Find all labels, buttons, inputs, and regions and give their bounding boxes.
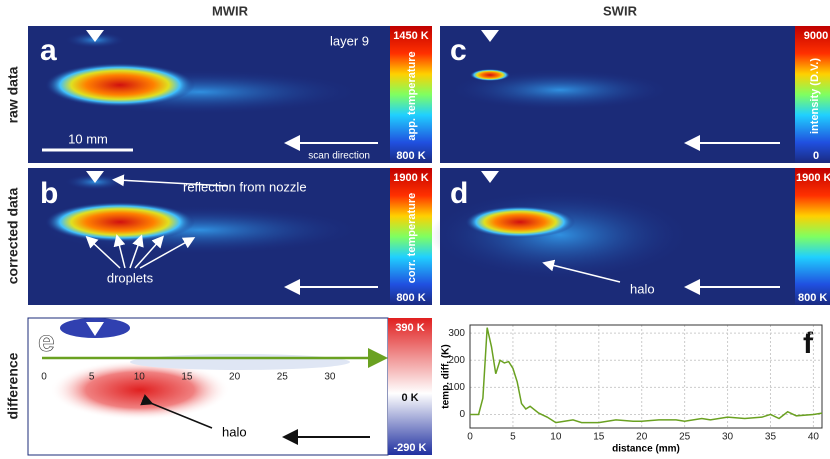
colorbar-title: intensity (D.V.) [809,58,821,134]
row-label: raw data [5,66,21,123]
x-tick-label: 20 [636,432,648,443]
colorbar-label: 1900 K [796,172,830,184]
colorbar-label: 800 K [798,292,827,304]
axis-tick-label: 20 [229,372,241,383]
panel-letter: b [40,177,58,210]
panel-letter: e [38,325,55,358]
x-tick-label: 0 [467,432,473,443]
axis-tick-label: 0 [41,372,47,383]
annotation: reflection from nozzle [183,179,307,194]
colorbar-label: -290 K [393,442,426,454]
y-tick-label: 200 [448,355,465,366]
row-label: corrected data [5,188,21,285]
y-tick-label: 300 [448,328,465,339]
x-tick-label: 15 [593,432,605,443]
axis-tick-label: 15 [181,372,193,383]
panel-d: d halo 1900 K 800 K [430,168,830,305]
x-axis-label: distance (mm) [612,444,680,455]
colorbar-label: 0 K [401,392,418,404]
panel-letter: a [40,34,57,67]
column-title: SWIR [603,3,638,18]
colorbar-label: 9000 [804,30,828,42]
annotation: scan direction [308,151,370,162]
axis-tick-label: 30 [324,372,336,383]
panel-a: a layer 9 10 mm scan direction 1450 K 80… [28,26,432,163]
data-line [470,327,823,424]
x-tick-label: 35 [765,432,777,443]
colorbar-label: 1900 K [393,172,429,184]
axis-tick-label: 5 [89,372,95,383]
panel-b: b reflection from nozzle droplets 1900 K… [28,168,432,305]
axis-tick-label: 10 [134,372,146,383]
annotation: halo [222,424,247,439]
panel-letter: f [803,327,814,360]
annotation: halo [630,281,655,296]
x-tick-label: 40 [808,432,820,443]
y-tick-label: 0 [459,409,465,420]
axis-tick-label: 25 [277,372,289,383]
panel-letter: c [450,34,467,67]
colorbar-title: corr. temperature [406,193,418,283]
colorbar-title: app. temperature [406,51,418,140]
panel-f: f 0 100 200 300 0 5 10 15 20 25 30 35 40 distance (mm… [441,324,823,455]
annotation: droplets [107,270,154,285]
colorbar-label: 800 K [396,150,425,162]
plot-frame [469,324,823,429]
arrow [140,394,213,429]
annotation: layer 9 [330,33,369,48]
x-tick-label: 5 [510,432,516,443]
colorbar-label: 1450 K [393,30,429,42]
panel-e: e halo 390 K 0 K -290 K 0 5 10 15 20 25 30 [27,317,432,456]
arrows [85,234,196,269]
column-title: MWIR [212,3,249,18]
colorbar-label: 0 [813,150,819,162]
y-tick-label: 100 [448,382,465,393]
colorbar-label: 800 K [396,292,425,304]
scale-bar-label: 10 mm [68,131,108,146]
arrow [542,259,621,283]
row-label: difference [5,352,21,419]
panel-c: c 9000 0 intensity (D.V.) [440,26,830,163]
panel-letter: d [450,177,468,210]
x-tick-label: 30 [722,432,734,443]
arrow [112,174,229,187]
y-axis-label: temp. diff. (K) [441,344,452,408]
x-tick-label: 25 [679,432,691,443]
colorbar-label: 390 K [395,322,424,334]
x-tick-label: 10 [550,432,562,443]
